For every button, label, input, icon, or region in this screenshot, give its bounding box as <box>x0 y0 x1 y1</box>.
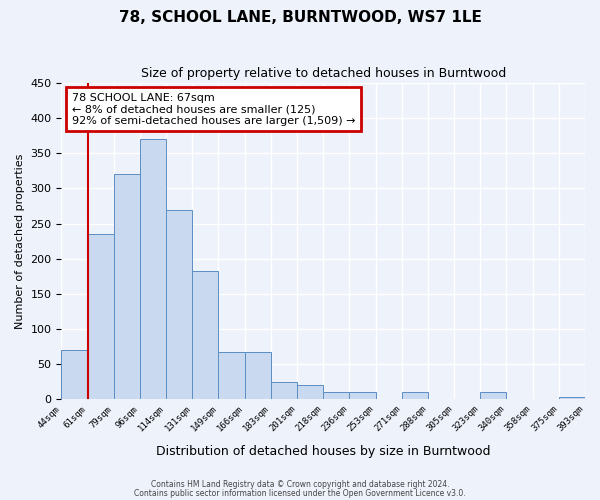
Bar <box>349 392 376 400</box>
Bar <box>61 350 88 400</box>
Bar <box>271 382 297 400</box>
Bar <box>559 398 585 400</box>
Bar <box>166 210 193 400</box>
Y-axis label: Number of detached properties: Number of detached properties <box>15 154 25 329</box>
Bar <box>480 392 506 400</box>
Bar <box>297 386 323 400</box>
Text: Contains HM Land Registry data © Crown copyright and database right 2024.: Contains HM Land Registry data © Crown c… <box>151 480 449 489</box>
Bar <box>193 270 218 400</box>
Text: 78 SCHOOL LANE: 67sqm
← 8% of detached houses are smaller (125)
92% of semi-deta: 78 SCHOOL LANE: 67sqm ← 8% of detached h… <box>72 92 355 126</box>
Bar <box>402 392 428 400</box>
Title: Size of property relative to detached houses in Burntwood: Size of property relative to detached ho… <box>140 68 506 80</box>
Bar <box>140 140 166 400</box>
Bar <box>245 352 271 400</box>
Text: Contains public sector information licensed under the Open Government Licence v3: Contains public sector information licen… <box>134 488 466 498</box>
Bar <box>88 234 114 400</box>
Bar <box>323 392 349 400</box>
Bar <box>114 174 140 400</box>
Bar <box>218 352 245 400</box>
Text: 78, SCHOOL LANE, BURNTWOOD, WS7 1LE: 78, SCHOOL LANE, BURNTWOOD, WS7 1LE <box>119 10 481 25</box>
X-axis label: Distribution of detached houses by size in Burntwood: Distribution of detached houses by size … <box>156 444 490 458</box>
